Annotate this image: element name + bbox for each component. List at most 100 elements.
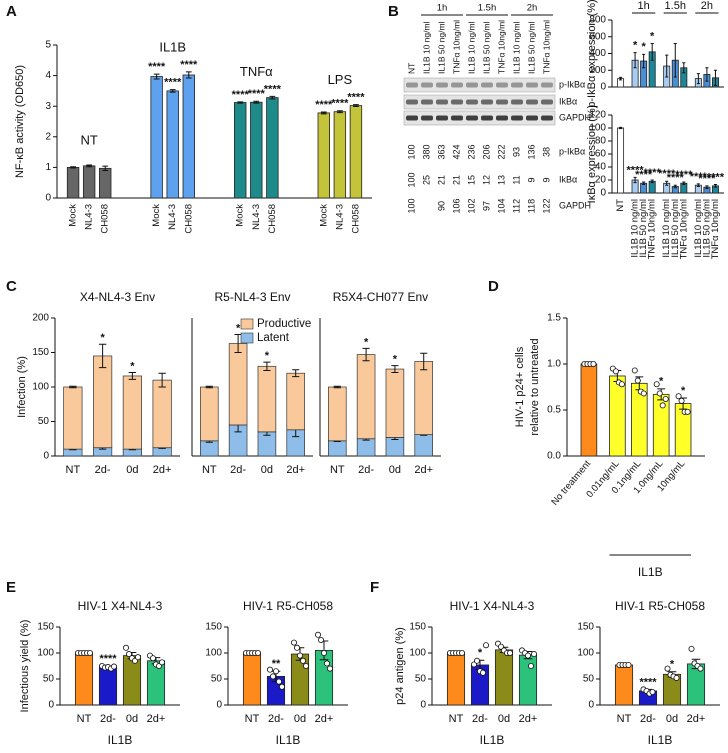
blot-band	[406, 99, 418, 105]
significance: ****	[658, 168, 676, 180]
x-tick-label: 0d	[389, 464, 401, 476]
significance: *	[681, 385, 686, 397]
blot-band	[526, 115, 538, 121]
data-point	[266, 666, 273, 673]
x-tick-label: 0d	[498, 713, 510, 725]
error-bar	[682, 62, 686, 74]
y-tick-label: 50	[43, 674, 55, 685]
quant-value: 206	[481, 144, 491, 159]
significance: *	[130, 360, 135, 372]
data-point	[506, 650, 513, 657]
band-label: IkBα	[559, 96, 577, 106]
error-bar	[362, 347, 370, 362]
x-tick-label: 2d+	[519, 713, 538, 725]
panel-letter: E	[6, 579, 16, 596]
significance: *	[236, 322, 241, 334]
bar	[446, 652, 466, 706]
quant-value: 363	[436, 144, 446, 159]
data-point	[631, 367, 638, 374]
bar	[150, 76, 163, 199]
blot-strip	[403, 94, 556, 110]
blot-band	[436, 99, 448, 105]
y-tick-label: 4	[45, 70, 51, 81]
y-tick-label: 120	[589, 110, 606, 121]
data-point	[134, 654, 141, 661]
error-bar	[650, 42, 654, 61]
data-point	[293, 644, 300, 651]
y-tick-label: 0	[420, 700, 426, 711]
data-point	[678, 397, 685, 404]
bar	[290, 653, 310, 706]
blot-band	[421, 82, 433, 88]
x-tick-label: Mock	[151, 204, 162, 227]
error-bar	[713, 69, 717, 86]
data-point	[320, 650, 327, 657]
y-tick-label: 800	[589, 15, 606, 26]
significance: ****	[347, 92, 365, 104]
y-tick-label: 50	[38, 416, 50, 427]
blot-band	[451, 82, 463, 88]
x-tick-label: 2d+	[286, 464, 305, 476]
data-point	[290, 639, 297, 646]
y-tick-label: 1.5	[547, 313, 561, 324]
error-bar	[158, 372, 166, 388]
lane-label: IL1B 10 ng/ml	[421, 21, 431, 74]
data-point	[634, 377, 641, 384]
data-point	[590, 360, 597, 367]
error-bar	[642, 181, 646, 186]
x-axis-label: IL1B	[276, 733, 301, 747]
y-tick-label: 0	[45, 193, 51, 204]
error-bar	[237, 101, 244, 104]
data-point	[111, 663, 118, 670]
group-label: IL1B	[159, 39, 186, 54]
quant-value: 12	[481, 175, 491, 185]
lane-label: TNFα 10ng/ml	[451, 20, 461, 74]
bar-segment	[356, 354, 376, 440]
quant-value: 11	[511, 175, 521, 184]
lane-label: IL1B 50 ng/ml	[481, 21, 491, 74]
error-bar	[696, 73, 700, 85]
error-bar	[205, 385, 213, 389]
x-tick-label: CH058	[100, 204, 111, 234]
data-point	[656, 390, 663, 397]
x-tick-label: Mock	[68, 204, 79, 227]
error-bar	[619, 126, 623, 130]
data-point	[275, 678, 282, 685]
data-point	[618, 381, 625, 388]
significance: ****	[148, 61, 166, 73]
blot-band	[451, 99, 463, 105]
time-label: 2h	[527, 3, 538, 14]
quant-value: 102	[466, 198, 476, 213]
y-tick-label: 100	[589, 123, 606, 134]
data-point	[299, 657, 306, 664]
significance: ****	[164, 77, 182, 89]
data-point	[688, 645, 695, 652]
x-tick-label: NT	[449, 713, 464, 725]
legend-label: Productive	[257, 318, 311, 330]
data-point	[673, 674, 680, 681]
y-tick-label: 0	[216, 700, 222, 711]
error-bar	[665, 54, 669, 78]
group-label: IL1B	[638, 565, 663, 579]
data-point	[612, 368, 619, 375]
data-point	[664, 665, 671, 672]
y-tick-label: 0	[588, 700, 594, 711]
blot-band	[496, 99, 508, 105]
significance: *	[670, 659, 675, 671]
error-bar	[70, 166, 76, 169]
significance: ****	[264, 83, 282, 95]
bar	[82, 165, 96, 199]
y-tick-label: 0	[600, 188, 606, 199]
y-tick-label: 0	[600, 82, 606, 93]
x-tick-label: 0d	[294, 713, 306, 725]
x-tick-label: CH058	[183, 204, 194, 234]
x-tick-label: 2d-	[358, 464, 374, 476]
y-tick-label: 200	[32, 313, 49, 324]
bar	[234, 102, 247, 199]
quant-value: 100	[406, 144, 416, 159]
panel-letter: C	[6, 278, 17, 295]
x-tick-label: TNFα 10ng/ml	[678, 199, 689, 259]
bar-segment	[152, 379, 172, 449]
bar-segment	[414, 361, 433, 435]
y-tick-label: 0	[48, 700, 54, 711]
